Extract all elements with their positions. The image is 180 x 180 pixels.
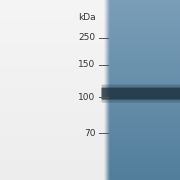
FancyBboxPatch shape — [102, 88, 180, 100]
FancyBboxPatch shape — [102, 85, 180, 103]
Text: 70: 70 — [84, 129, 95, 138]
Text: 150: 150 — [78, 60, 95, 69]
Text: 250: 250 — [78, 33, 95, 42]
Text: 100: 100 — [78, 93, 95, 102]
Text: kDa: kDa — [78, 14, 95, 22]
